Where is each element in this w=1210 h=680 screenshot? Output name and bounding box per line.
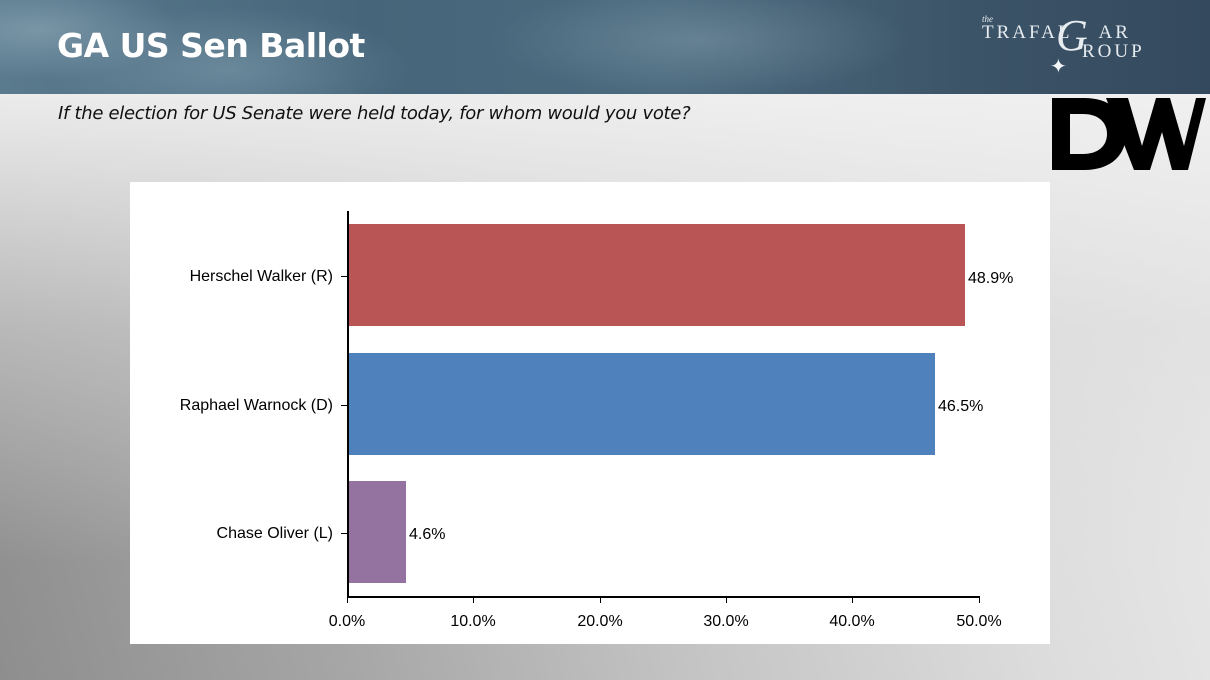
- y-tick: [341, 276, 348, 277]
- x-tick: [347, 596, 348, 603]
- category-label-walker: Herschel Walker (R): [189, 268, 333, 285]
- survey-question: If the election for US Senate were held …: [58, 103, 691, 124]
- value-label-walker: 48.9%: [968, 270, 1014, 287]
- x-tick: [726, 596, 727, 603]
- category-label-oliver: Chase Oliver (L): [216, 525, 333, 542]
- compass-star-icon: ✦: [1050, 56, 1067, 78]
- logo-script-g: G: [1056, 11, 1088, 60]
- logo-trafal: TRAFAL: [982, 22, 1073, 43]
- logo-ar: AR: [1098, 22, 1131, 43]
- y-tick: [341, 533, 348, 534]
- x-axis: [347, 596, 980, 598]
- bar-chase-oliver: [348, 481, 406, 583]
- bar-herschel-walker: [348, 224, 965, 326]
- category-label-warnock: Raphael Warnock (D): [179, 397, 333, 414]
- dw-logo: [1052, 98, 1206, 170]
- x-tick-label: 50.0%: [956, 613, 1002, 630]
- logo-line2: ROUP: [1082, 41, 1145, 62]
- x-tick: [852, 596, 853, 603]
- logo-line1: TRAFAL AR: [982, 22, 1131, 44]
- x-tick-label: 40.0%: [829, 613, 875, 630]
- value-label-oliver: 4.6%: [409, 526, 446, 543]
- logo-the: the: [982, 14, 993, 24]
- x-tick: [600, 596, 601, 603]
- x-tick-label: 20.0%: [577, 613, 623, 630]
- trafalgar-group-logo: the TRAFAL AR G ROUP ✦: [982, 14, 1162, 80]
- y-tick: [341, 405, 348, 406]
- x-tick: [473, 596, 474, 603]
- x-tick-label: 30.0%: [703, 613, 749, 630]
- y-axis: [347, 211, 349, 597]
- slide-title: GA US Sen Ballot: [57, 26, 365, 65]
- x-tick: [979, 596, 980, 603]
- x-tick-label: 10.0%: [450, 613, 496, 630]
- header-banner: [0, 0, 1210, 94]
- value-label-warnock: 46.5%: [938, 398, 984, 415]
- bar-raphael-warnock: [348, 353, 935, 455]
- x-tick-label: 0.0%: [328, 613, 366, 630]
